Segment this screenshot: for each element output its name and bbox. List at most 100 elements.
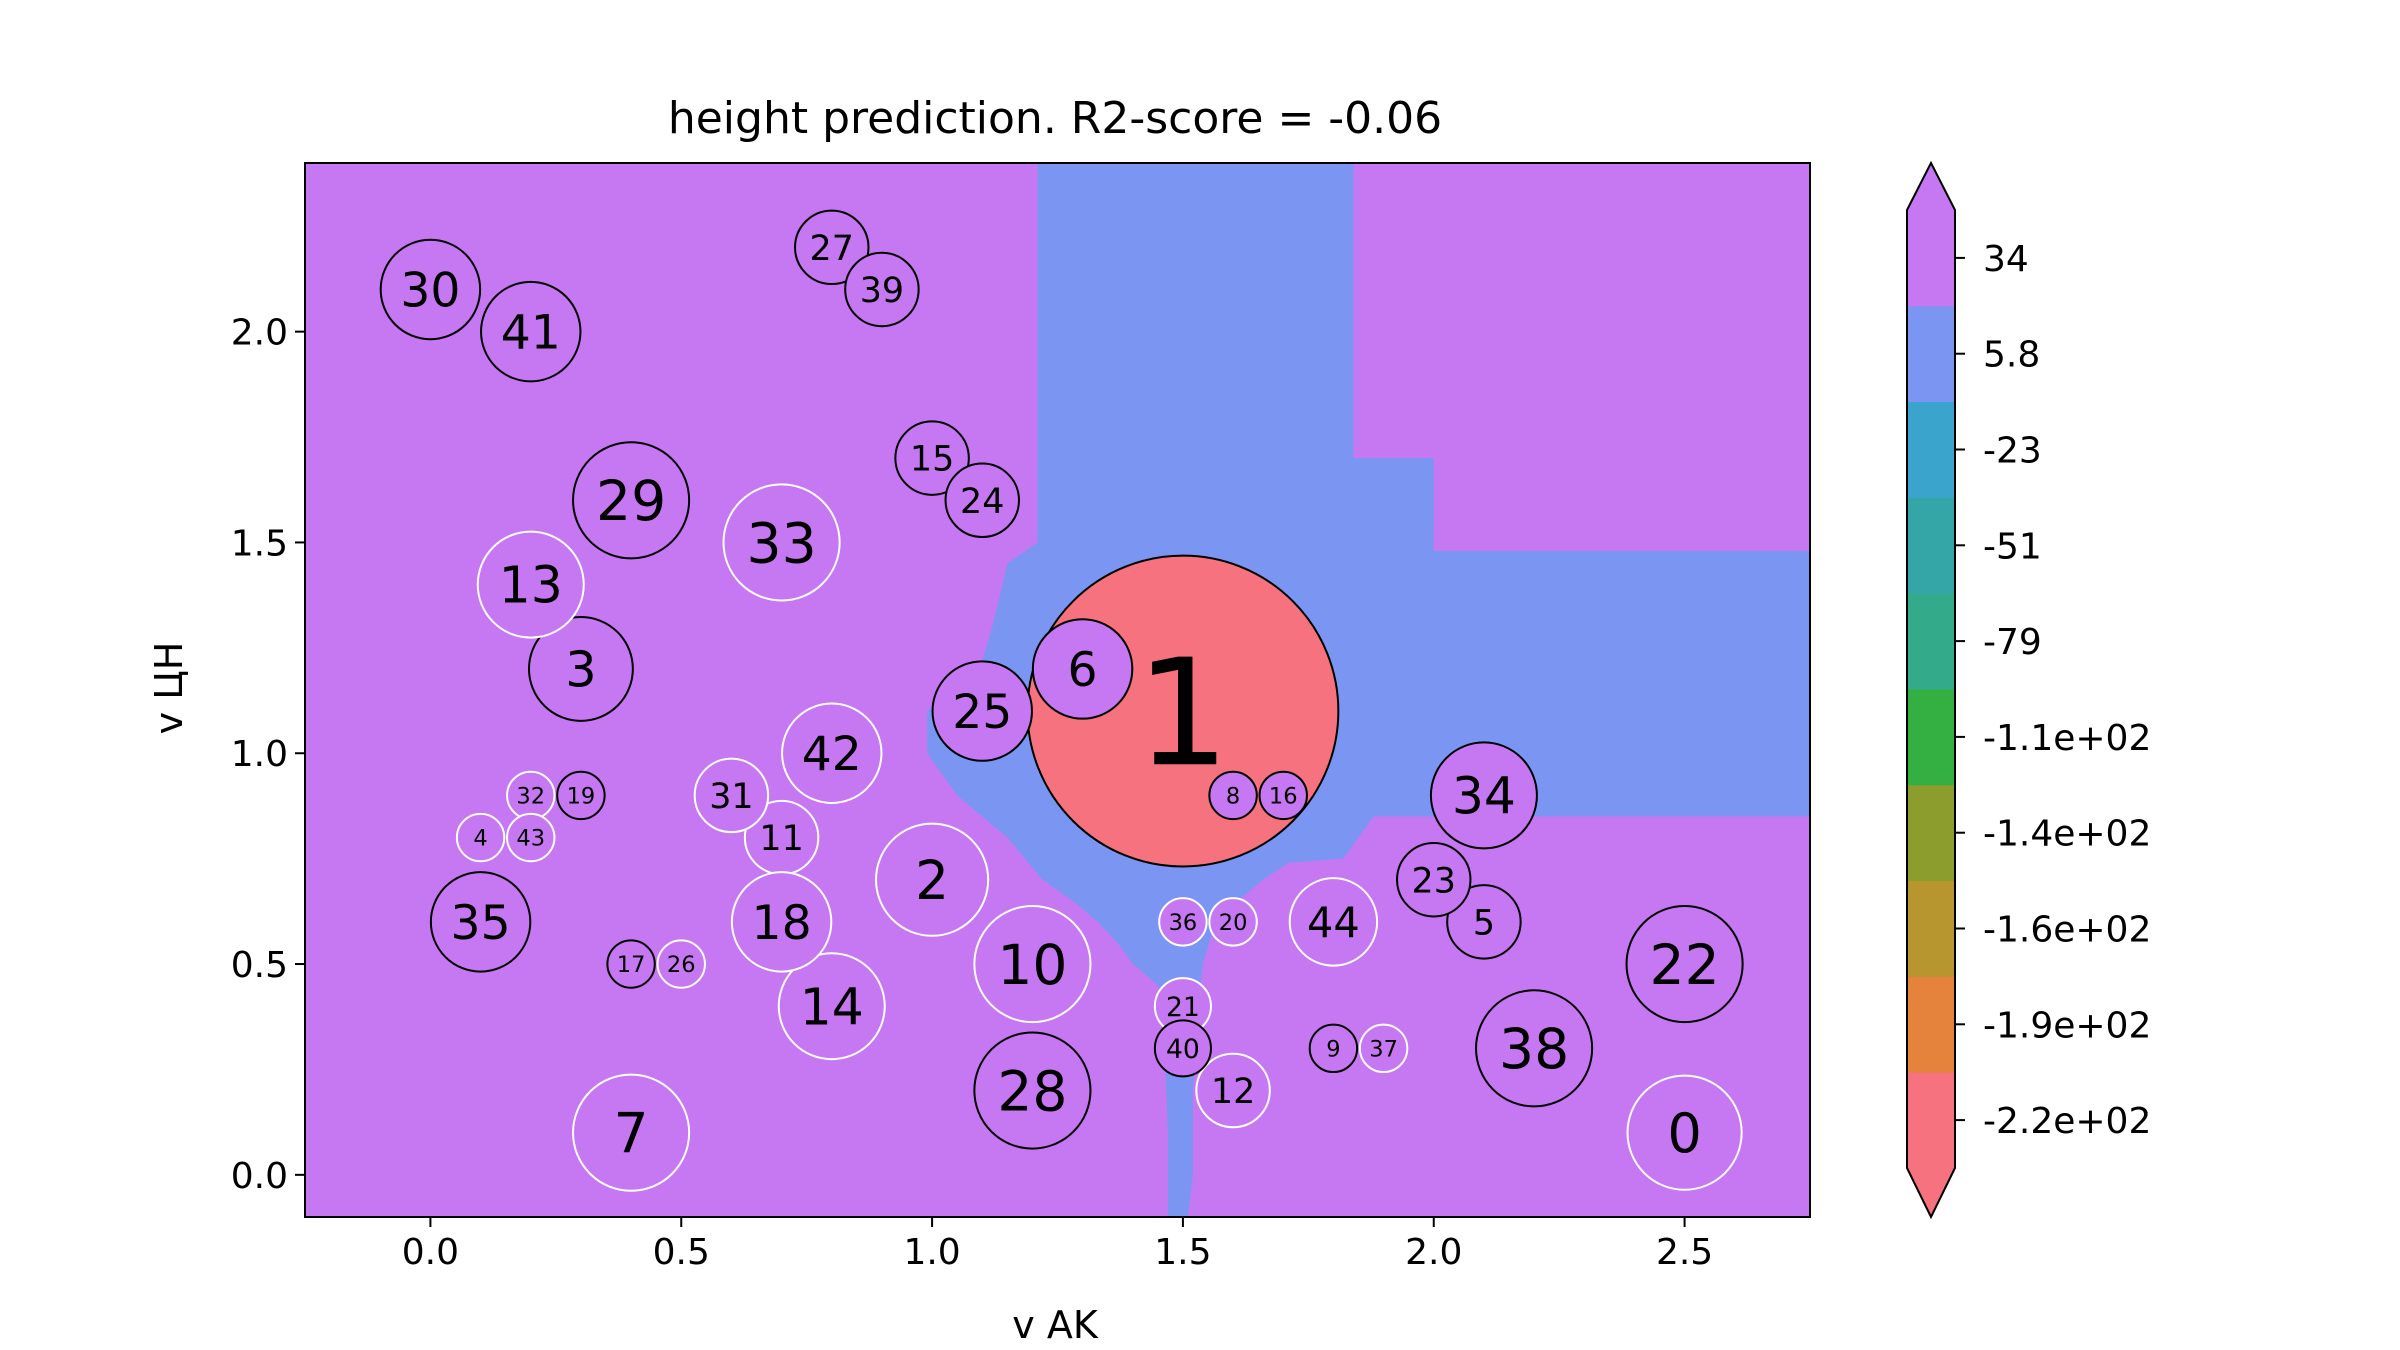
point-label: 17 [617, 952, 646, 978]
point-marker [506, 812, 556, 863]
colorbar: 34 5.8 -23 -51 -79 -1.1e+02 -1.4e+02 -1.6e+02 -1… [1906, 160, 2151, 1220]
colorbar-extend-top [1907, 163, 1955, 210]
background-region-mid [927, 163, 1810, 1217]
colorbar-segment [1907, 784, 1955, 882]
data-point: 38 [1475, 989, 1594, 1108]
colorbar-tick-label: 34 [1983, 239, 2029, 280]
data-point: 42 [781, 702, 883, 804]
point-label: 7 [614, 1103, 649, 1167]
point-marker [1358, 1023, 1409, 1074]
point-marker [844, 251, 920, 328]
point-label: 22 [1649, 934, 1719, 998]
colorbar-tick-label: -1.1e+02 [1983, 718, 2151, 759]
colorbar-segment [1907, 689, 1955, 786]
point-label: 37 [1369, 1036, 1398, 1062]
point-label: 16 [1269, 784, 1298, 810]
point-label: 23 [1412, 861, 1456, 901]
point-label: 10 [997, 934, 1067, 998]
point-marker [973, 1031, 1092, 1150]
colorbar-segment [1907, 401, 1955, 498]
point-marker [1475, 989, 1594, 1108]
chart-title: height prediction. R2-score = -0.06 [668, 93, 1442, 144]
data-point: 37 [1358, 1023, 1409, 1074]
point-label: 41 [501, 306, 561, 361]
point-marker [1288, 877, 1379, 967]
colorbar-segment [1907, 593, 1955, 690]
data-point: 33 [722, 483, 841, 602]
y-tick-label: 0.0 [231, 1156, 288, 1197]
point-marker [1446, 884, 1522, 960]
x-tick-label: 0.5 [653, 1232, 710, 1273]
point-label: 8 [1226, 784, 1240, 810]
colorbar-segment [1907, 210, 1955, 307]
point-label: 38 [1499, 1018, 1569, 1082]
data-point: 44 [1288, 877, 1379, 967]
colorbar-segment [1907, 305, 1955, 403]
point-label: 21 [1166, 992, 1200, 1023]
point-marker [931, 660, 1033, 762]
data-point: 10 [973, 904, 1092, 1024]
data-point: 6 [1031, 618, 1134, 720]
data-point: 14 [777, 952, 886, 1061]
point-label: 29 [596, 470, 666, 534]
point-marker [1625, 904, 1744, 1024]
data-point: 18 [730, 871, 833, 973]
point-marker [1429, 741, 1538, 850]
data-point: 39 [844, 251, 920, 328]
data-point: 17 [606, 939, 656, 989]
point-marker [572, 441, 691, 560]
point-marker [1258, 770, 1308, 821]
data-point: 8 [1208, 770, 1258, 821]
point-marker [1396, 842, 1472, 918]
colorbar-tick-label: -1.9e+02 [1983, 1005, 2151, 1046]
point-label: 36 [1169, 910, 1198, 936]
data-point: 32 [506, 770, 556, 821]
axes: 0.0 0.5 1.0 1.5 2.0 2.5 0.0 0.5 1.0 1.5 2.0 [231, 162, 1811, 1273]
point-marker [656, 939, 706, 989]
point-marker [1195, 1052, 1271, 1129]
data-point: 7 [572, 1073, 691, 1192]
colorbar-segment [1907, 976, 1955, 1073]
point-label: 20 [1219, 910, 1248, 936]
y-tick-label: 1.5 [231, 523, 288, 564]
point-label: 18 [752, 896, 812, 951]
data-point: 43 [506, 812, 556, 863]
data-point: 26 [656, 939, 706, 989]
point-label: 14 [800, 977, 864, 1036]
point-label: 1 [1136, 627, 1230, 799]
point-label: 9 [1326, 1036, 1340, 1062]
point-marker [1626, 1074, 1743, 1191]
point-label: 31 [709, 777, 753, 817]
x-tick-label: 1.5 [1154, 1232, 1211, 1273]
point-label: 44 [1307, 898, 1360, 947]
point-label: 5 [1473, 903, 1495, 943]
point-label: 27 [810, 229, 854, 269]
data-point: 19 [556, 770, 606, 821]
x-tick-label: 0.0 [402, 1232, 459, 1273]
data-point: 13 [476, 530, 585, 639]
point-marker [1308, 1023, 1359, 1074]
data-point: 35 [429, 871, 532, 973]
point-marker [874, 822, 990, 937]
data-point: 25 [931, 660, 1033, 762]
colorbar-tick-label: -79 [1983, 622, 2042, 663]
point-label: 15 [910, 440, 954, 480]
x-tick-label: 2.0 [1405, 1232, 1462, 1273]
point-label: 30 [400, 263, 460, 318]
data-point: 36 [1158, 897, 1208, 947]
point-label: 13 [499, 556, 563, 615]
data-point: 27 [794, 209, 870, 286]
point-label: 4 [473, 826, 487, 852]
data-point: 29 [572, 441, 691, 560]
axes-frame [304, 162, 1811, 1218]
point-marker [476, 530, 585, 639]
colorbar-extend-bottom [1907, 1168, 1955, 1217]
y-tick-label: 1.0 [231, 734, 288, 775]
point-marker [1031, 618, 1134, 720]
data-point: 24 [944, 462, 1020, 538]
point-marker [1158, 897, 1208, 947]
data-point: 15 [894, 420, 970, 496]
point-label: 12 [1211, 1072, 1255, 1112]
point-label: 24 [960, 482, 1004, 522]
